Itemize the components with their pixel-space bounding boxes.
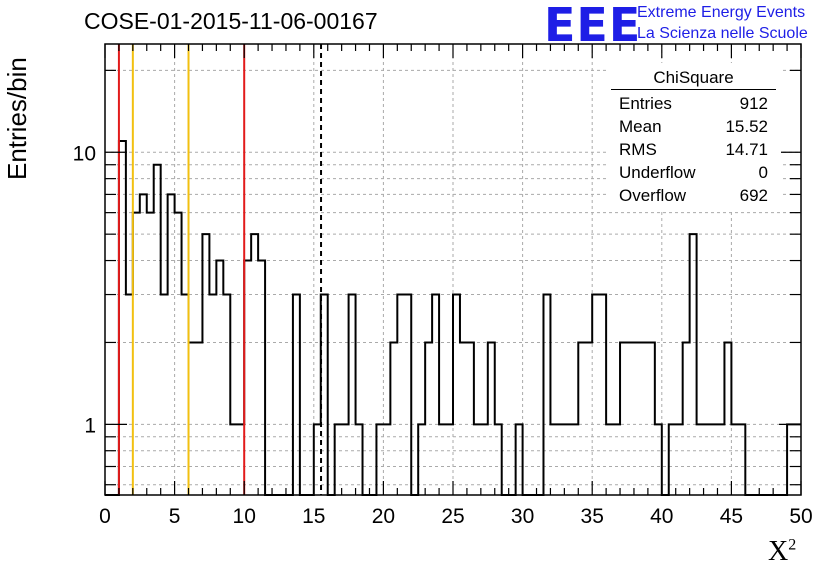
stats-divider — [611, 89, 776, 90]
stats-title: ChiSquare — [653, 68, 734, 87]
logo-line-2: La Scienza nelle Scuole — [637, 25, 808, 42]
y-axis-label: Entries/bin — [2, 57, 32, 180]
stats-box-background — [606, 63, 781, 211]
x-tick-label: 50 — [789, 505, 812, 528]
eee-logo: EEE — [544, 0, 642, 52]
x-tick-label: 20 — [372, 505, 395, 528]
stats-row-rms: RMS 14.71 — [619, 140, 768, 159]
x-tick-label: 25 — [441, 505, 464, 528]
stats-row-mean: Mean 15.52 — [619, 117, 768, 136]
chart-title: COSE-01-2015-11-06-00167 — [84, 8, 378, 34]
stats-row-entries: Entries 912 — [619, 94, 768, 113]
x-tick-label: 0 — [99, 505, 111, 528]
stats-box: ChiSquare Entries 912 Mean 15.52 RMS 14.71 … — [611, 67, 776, 207]
stats-row-overflow: Overflow 692 — [619, 186, 768, 205]
y-tick-label: 1 — [84, 414, 96, 437]
logo-line-1: Extreme Energy Events — [637, 4, 806, 21]
x-tick-label: 5 — [169, 505, 181, 528]
x-tick-label: 35 — [581, 505, 604, 528]
x-axis-label: X2 — [768, 536, 797, 567]
x-tick-label: 10 — [233, 505, 256, 528]
x-tick-label: 15 — [302, 505, 325, 528]
y-tick-label: 10 — [73, 142, 96, 165]
x-tick-label: 30 — [511, 505, 534, 528]
histogram-step-line — [105, 140, 801, 496]
x-tick-label: 45 — [720, 505, 743, 528]
stats-row-underflow: Underflow 0 — [619, 163, 768, 182]
x-tick-label: 40 — [650, 505, 673, 528]
